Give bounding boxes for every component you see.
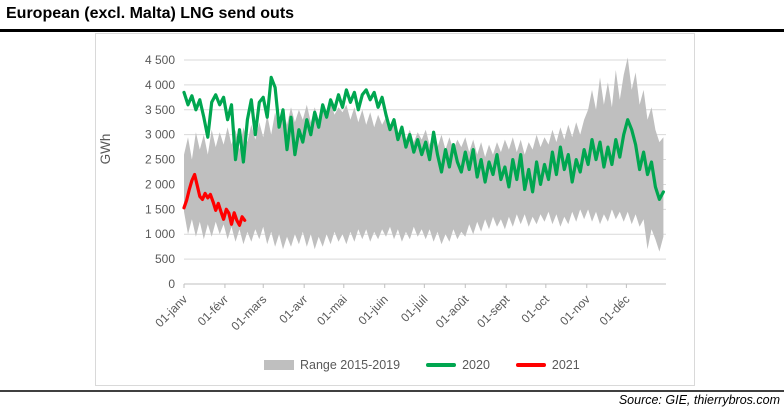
x-tick-label: 01-oct (518, 292, 552, 326)
x-tick-label: 01-août (433, 292, 472, 331)
chart-area: 0 500 1 000 1 500 2 000 2 500 3 000 3 500 4 000 4… (95, 33, 695, 386)
series-line-2020 (182, 75, 666, 201)
y-tick-label: 1 500 (145, 202, 175, 216)
lng-sendout-chart: 0 500 1 000 1 500 2 000 2 500 3 000 3 500 4 000 4… (98, 53, 666, 333)
y-tick-label: 2 500 (145, 153, 175, 167)
source-text: Source: GIE, thierrybros.com (618, 393, 780, 407)
y-tick-label: 1 000 (145, 227, 175, 241)
x-tick-label: 01-déc (597, 292, 633, 328)
y-tick-label: 0 (168, 277, 175, 291)
y-tick-label: 3 500 (145, 103, 175, 117)
x-tick-label: 01-juin (355, 292, 390, 327)
x-tick-label: 01-mai (314, 292, 350, 328)
range-band (184, 57, 664, 252)
x-tick-label: 01-mars (228, 292, 269, 333)
legend-swatch (264, 360, 294, 370)
page-title: European (excl. Malta) LNG send outs (6, 5, 295, 22)
legend-swatch (426, 363, 457, 367)
x-tick-label: 01-févr (195, 292, 231, 328)
y-tick-label: 500 (155, 252, 175, 266)
legend-label: Range 2015-2019 (300, 358, 401, 372)
x-tick-label: 01-avr (276, 292, 310, 326)
x-tick-label: 01-janv (152, 292, 190, 330)
legend-item-2021: 2021 (515, 358, 580, 372)
y-axis-title: GWh (98, 134, 113, 165)
bottom-separator (0, 390, 784, 392)
chart-legend: Range 2015-2019 2020 2021 (264, 356, 580, 374)
legend-item-2020: 2020 (426, 358, 490, 372)
x-tick-label: 01-nov (557, 292, 593, 328)
y-tick-label: 4 000 (145, 78, 175, 92)
y-tick-label: 3 000 (145, 128, 175, 142)
legend-label: 2020 (462, 358, 490, 372)
x-tick-label: 01-sept (474, 292, 513, 331)
y-tick-label: 2 000 (145, 177, 175, 191)
series-line-2021 (182, 172, 247, 227)
legend-label: 2021 (551, 358, 580, 372)
y-tick-label: 4 500 (145, 53, 175, 67)
title-underline (0, 29, 784, 32)
legend-item-range-2015-2019: Range 2015-2019 (264, 358, 400, 372)
legend-swatch (515, 363, 546, 367)
x-tick-label: 01-juil (398, 292, 431, 325)
